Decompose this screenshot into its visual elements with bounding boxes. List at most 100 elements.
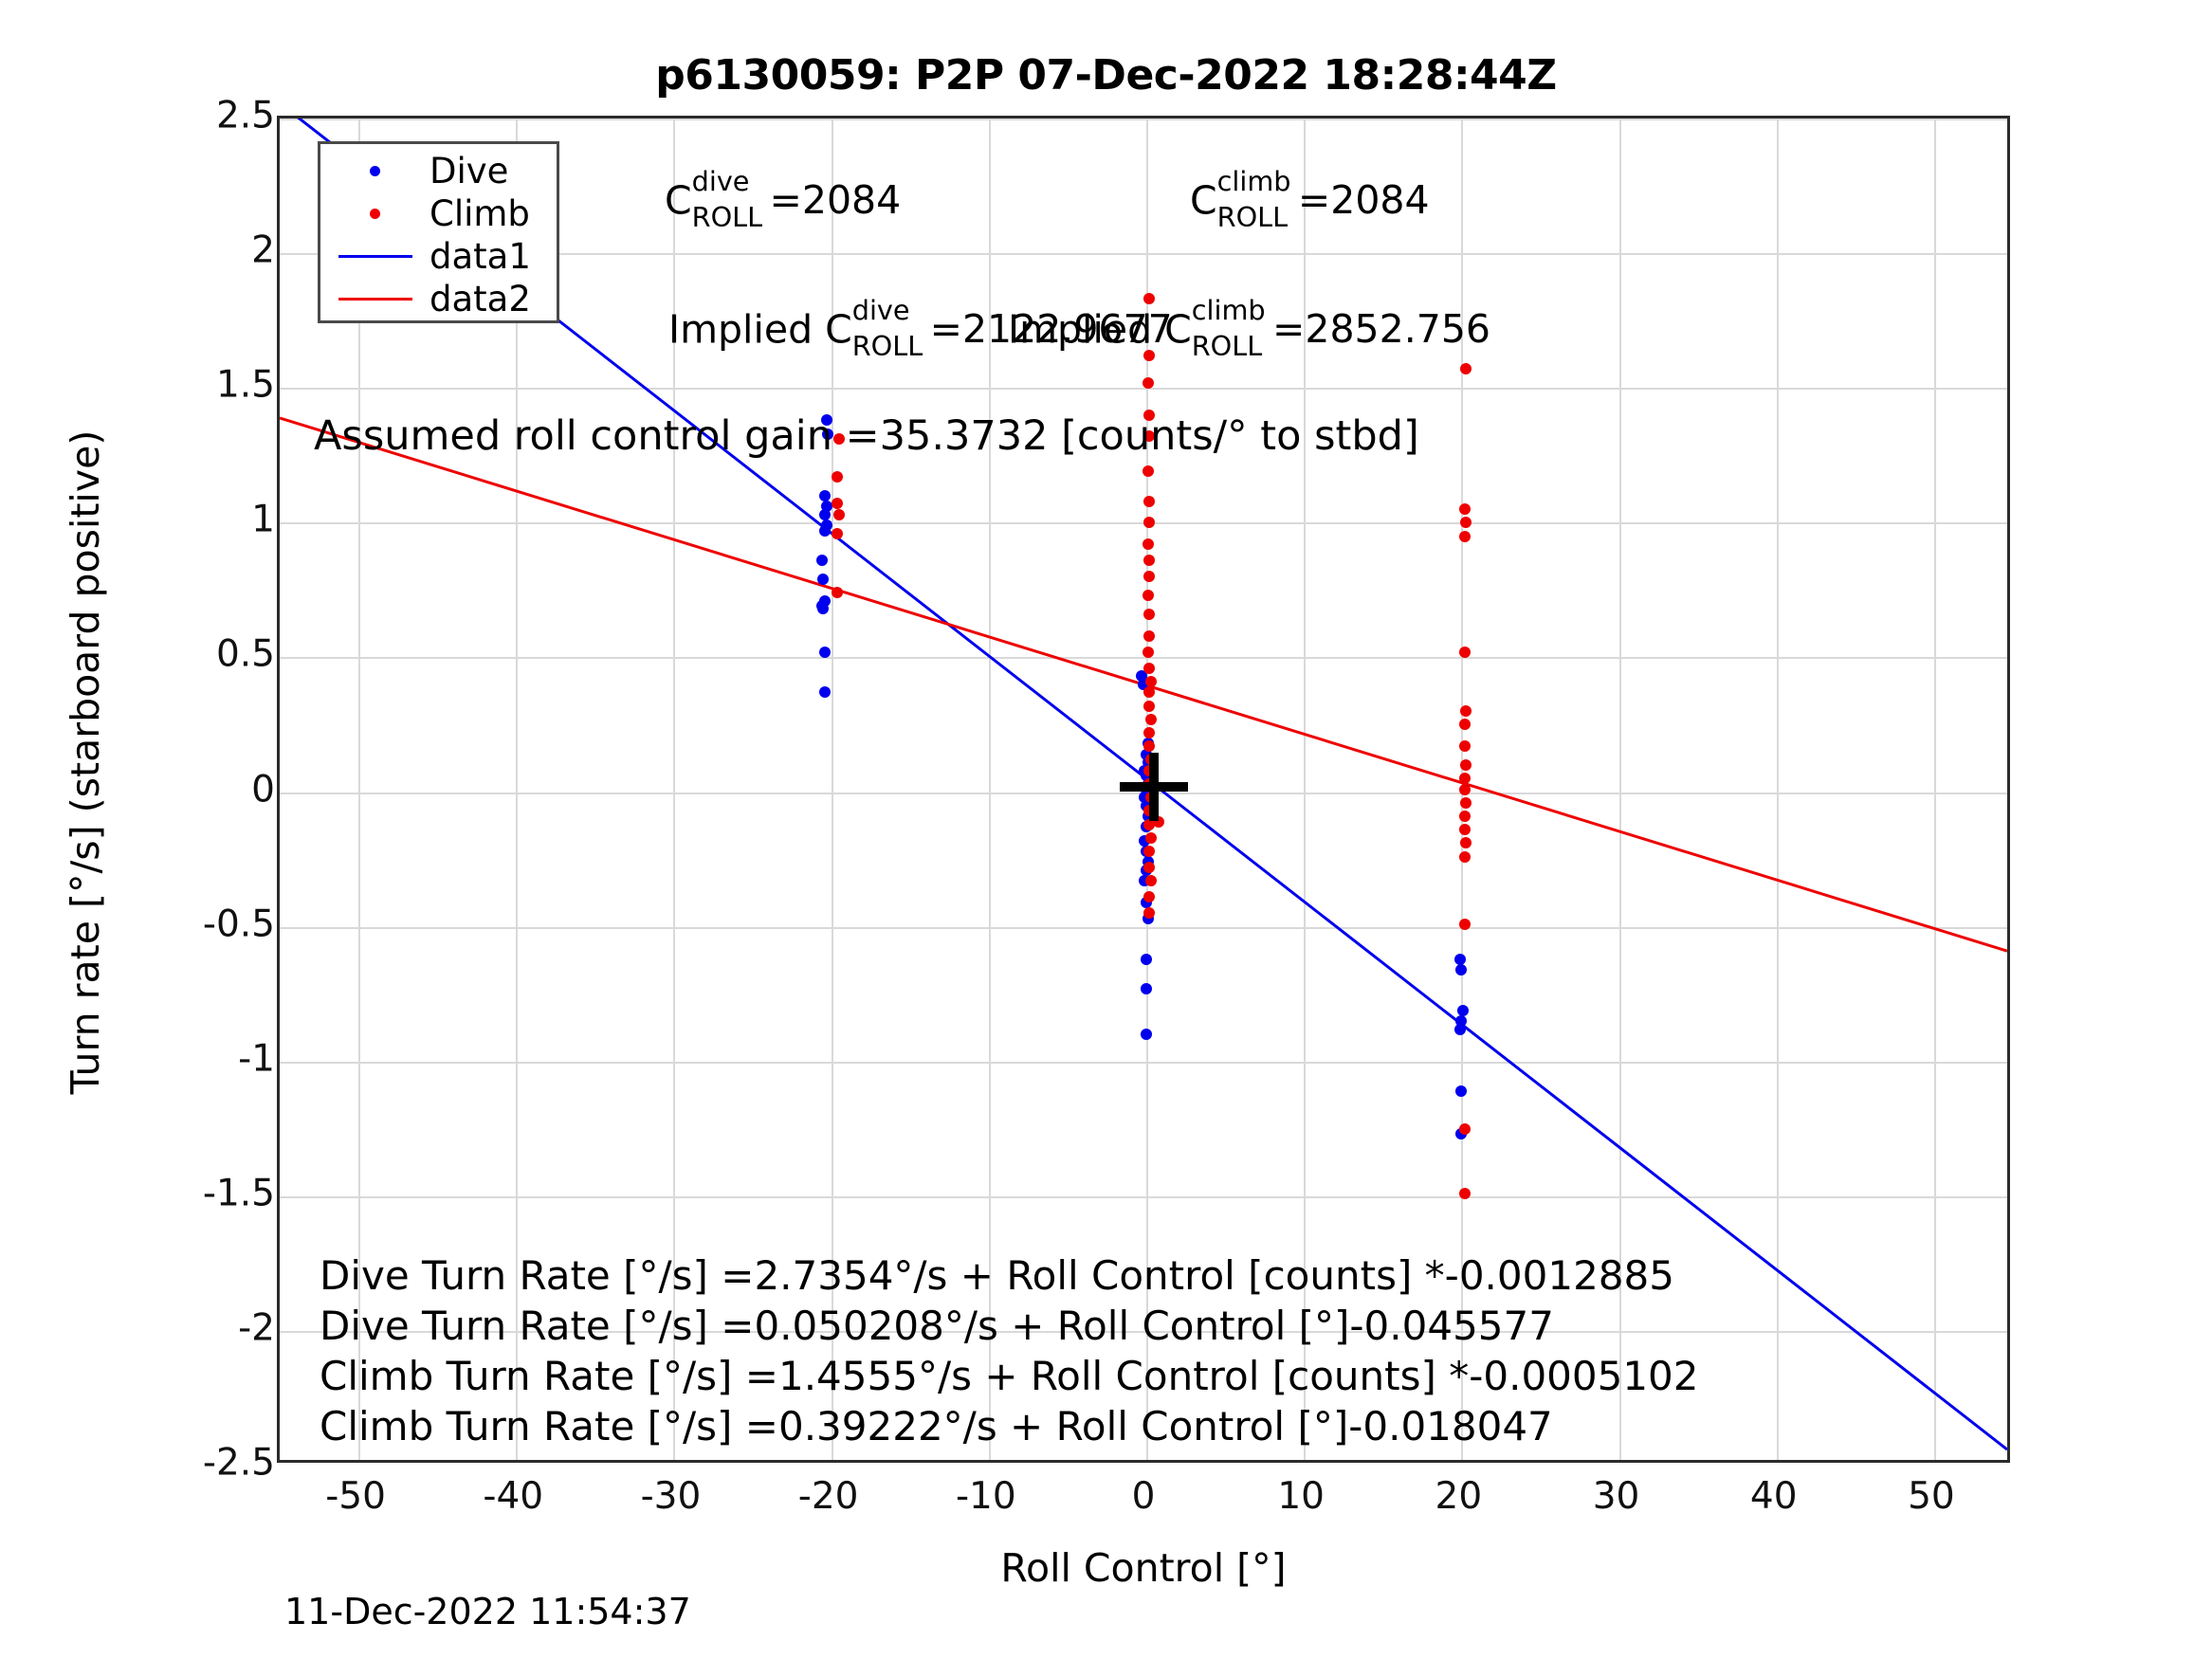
x-tick-label: 0 — [1131, 1475, 1156, 1518]
x-tick-label: -20 — [797, 1475, 859, 1518]
data-point-climb — [1458, 811, 1471, 823]
data-point-climb — [1458, 503, 1471, 516]
y-gridline — [280, 926, 2007, 929]
legend-line-swatch — [320, 298, 430, 301]
data-point-climb — [1458, 740, 1471, 753]
data-point-climb — [1143, 409, 1156, 421]
x-tick-label: -10 — [955, 1475, 1016, 1518]
data-point-dive — [818, 686, 831, 699]
y-gridline — [280, 253, 2007, 256]
data-point-climb — [1144, 831, 1157, 844]
data-point-climb — [1143, 495, 1156, 507]
legend-line-swatch — [320, 255, 430, 258]
x-gridline — [1776, 118, 1779, 1460]
x-axis-label: Roll Control [°] — [1000, 1545, 1287, 1591]
data-point-climb — [1460, 363, 1472, 375]
data-point-dive — [815, 555, 828, 567]
data-point-climb — [1458, 719, 1471, 731]
legend-item-climb[interactable]: Climb — [320, 192, 557, 235]
data-point-climb — [1143, 555, 1156, 567]
data-point-climb — [1143, 517, 1156, 529]
data-point-climb — [1143, 608, 1156, 620]
y-gridline — [280, 388, 2007, 391]
data-point-dive — [1141, 1029, 1152, 1041]
data-point-dive — [820, 414, 832, 427]
data-point-climb — [1143, 629, 1156, 642]
x-tick-label: 10 — [1277, 1475, 1325, 1518]
data-point-climb — [1460, 837, 1472, 849]
data-point-climb — [1458, 824, 1471, 836]
data-point-climb — [1460, 759, 1472, 772]
data-point-climb — [832, 470, 844, 483]
x-tick-label: 50 — [1908, 1475, 1955, 1518]
y-tick-label: 2.5 — [215, 94, 275, 137]
data-point-climb — [1143, 662, 1156, 674]
y-tick-label: -0.5 — [202, 902, 275, 946]
x-gridline — [1304, 118, 1307, 1460]
y-axis-label: Turn rate [°/s] (starboard positive) — [63, 429, 108, 1095]
data-point-climb — [1460, 517, 1472, 529]
equation-line-1: Dive Turn Rate [°/s] =2.7354°/s + Roll C… — [320, 1252, 1674, 1299]
data-point-dive — [818, 646, 831, 658]
y-tick-label: -1 — [238, 1037, 275, 1081]
data-point-climb — [1142, 376, 1154, 389]
legend[interactable]: Dive Climb data1 data2 — [318, 141, 559, 323]
data-point-climb — [832, 527, 844, 539]
y-tick-label: 0 — [251, 768, 275, 811]
data-point-climb — [1143, 862, 1156, 874]
data-point-dive — [1457, 1004, 1470, 1016]
legend-item-dive[interactable]: Dive — [320, 150, 557, 192]
data-point-climb — [1142, 538, 1154, 551]
x-tick-label: -50 — [325, 1475, 386, 1518]
data-point-climb — [1143, 350, 1156, 362]
page-title: p6130059: P2P 07-Dec-2022 18:28:44Z — [655, 51, 1557, 100]
data-point-dive — [818, 508, 831, 520]
legend-item-data1[interactable]: data1 — [320, 235, 557, 278]
data-point-dive — [1455, 1085, 1468, 1097]
data-point-climb — [832, 587, 844, 599]
x-tick-label: 20 — [1435, 1475, 1483, 1518]
y-tick-label: -2 — [238, 1306, 275, 1350]
x-gridline — [831, 118, 833, 1460]
y-gridline — [280, 118, 2007, 120]
data-point-dive — [1453, 1023, 1466, 1035]
data-point-climb — [832, 498, 844, 510]
y-gridline — [280, 1061, 2007, 1064]
y-gridline — [280, 1330, 2007, 1333]
legend-item-data2[interactable]: data2 — [320, 278, 557, 320]
data-point-dive — [822, 428, 834, 440]
data-point-dive — [817, 573, 830, 585]
x-tick-label: 40 — [1749, 1475, 1798, 1518]
data-point-climb — [1143, 818, 1156, 830]
x-tick-label: -30 — [640, 1475, 702, 1518]
data-point-climb — [1144, 875, 1157, 887]
x-tick-label: -40 — [483, 1475, 544, 1518]
data-point-climb — [1143, 740, 1156, 753]
y-gridline — [280, 522, 2007, 525]
legend-label: Dive — [430, 151, 509, 191]
data-point-climb — [1458, 918, 1471, 930]
data-point-climb — [1458, 1187, 1471, 1199]
data-points-layer — [280, 118, 2007, 1460]
equation-line-4: Climb Turn Rate [°/s] =0.39222°/s + Roll… — [320, 1403, 1553, 1449]
x-gridline — [1933, 118, 1936, 1460]
data-point-dive — [1453, 953, 1466, 965]
data-point-climb — [1458, 1122, 1471, 1135]
data-point-climb — [1458, 646, 1471, 658]
y-gridline — [280, 1195, 2007, 1198]
data-point-climb — [832, 433, 845, 446]
equation-line-2: Dive Turn Rate [°/s] =0.050208°/s + Roll… — [320, 1303, 1554, 1349]
y-tick-label: 2 — [251, 228, 275, 272]
data-point-climb — [832, 508, 845, 520]
data-point-dive — [817, 603, 830, 615]
x-gridline — [1618, 118, 1621, 1460]
data-point-climb — [1143, 907, 1156, 920]
legend-marker-swatch — [320, 209, 430, 219]
data-point-climb — [1458, 773, 1471, 785]
data-point-climb — [1143, 700, 1156, 712]
data-point-climb — [1143, 686, 1156, 699]
